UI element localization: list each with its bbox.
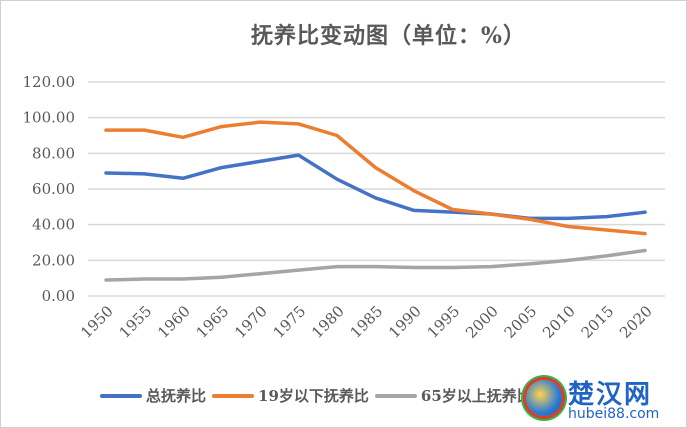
series-line: [104, 248, 647, 282]
y-tick-label: 100.00: [23, 109, 76, 127]
y-tick-label: 0.00: [42, 287, 75, 305]
legend-label: 19岁以下抚养比: [258, 387, 369, 405]
x-tick-label: 2020: [616, 302, 656, 342]
x-tick-label: 2000: [462, 302, 502, 342]
x-tick-label: 1995: [424, 302, 464, 342]
legend-swatch: [212, 393, 255, 398]
y-tick-label: 120.00: [23, 73, 76, 91]
legend: 总抚养比 19岁以下抚养比 65岁以上抚养比: [100, 385, 538, 406]
chart-title: 抚养比变动图（单位：%）: [251, 23, 526, 49]
y-tick-label: 60.00: [32, 180, 75, 198]
x-tick-label: 1950: [77, 302, 117, 342]
y-tick-label: 40.00: [32, 216, 75, 234]
legend-item-young: 19岁以下抚养比: [212, 385, 369, 406]
x-tick-label: 1990: [385, 302, 425, 342]
watermark-logo: 楚汉网 hubei88.com: [520, 374, 685, 426]
x-tick-label: 1965: [193, 302, 233, 342]
x-tick-label: 2005: [501, 302, 541, 342]
series-line: [104, 153, 647, 221]
x-tick-label: 1970: [231, 302, 271, 342]
legend-swatch: [374, 393, 417, 398]
watermark-name: 楚汉网: [568, 380, 653, 410]
x-tick-label: 1975: [270, 302, 310, 342]
legend-swatch: [100, 393, 142, 398]
x-tick-label: 1955: [116, 302, 156, 342]
x-tick-label: 2015: [578, 302, 618, 342]
x-tick-label: 1980: [308, 302, 348, 342]
x-tick-label: 1960: [154, 302, 194, 342]
legend-label: 65岁以上抚养比: [420, 387, 532, 405]
legend-item-old: 65岁以上抚养比: [374, 385, 532, 406]
watermark-url: hubei88.com: [568, 406, 660, 422]
x-tick-label: 2010: [539, 302, 579, 342]
series-line: [104, 120, 647, 236]
y-tick-label: 20.00: [32, 251, 75, 269]
y-tick-label: 80.00: [32, 144, 75, 162]
x-tick-label: 1985: [347, 302, 387, 342]
globe-icon: [526, 380, 562, 416]
legend-label: 总抚养比: [146, 387, 207, 405]
legend-item-total: 总抚养比: [100, 385, 206, 406]
